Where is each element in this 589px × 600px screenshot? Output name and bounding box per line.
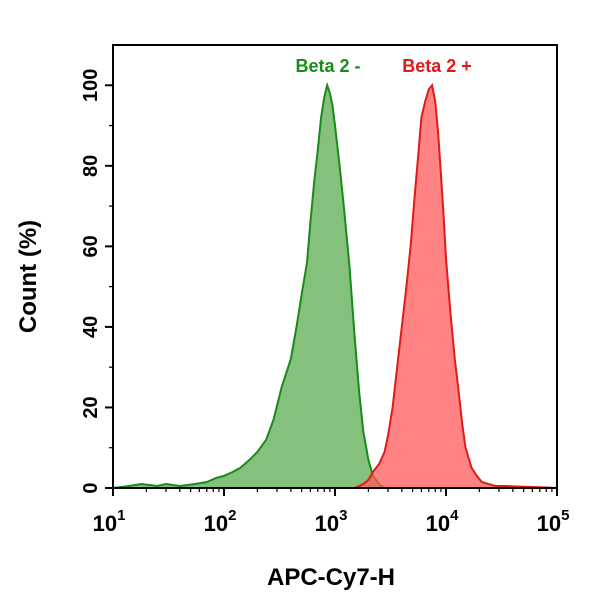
x-tick-label: 105 xyxy=(537,507,570,536)
series-line-2 xyxy=(354,83,558,489)
series-line-1 xyxy=(112,81,386,489)
legend: Beta 2 - Beta 2 + xyxy=(295,56,471,76)
y-tick-label: 100 xyxy=(80,69,102,102)
legend-label-1: Beta 2 - xyxy=(295,56,360,76)
x-tick-label: 104 xyxy=(426,507,459,536)
series-areas xyxy=(112,81,558,489)
series-area-1 xyxy=(113,85,385,489)
y-axis-ticks: 0 20 40 60 80 100 xyxy=(80,69,113,494)
legend-label-2: Beta 2 + xyxy=(402,56,472,76)
y-tick-label: 0 xyxy=(80,482,102,493)
x-axis-title: APC-Cy7-H xyxy=(267,564,395,591)
x-tick-label: 103 xyxy=(315,507,348,536)
y-tick-label: 20 xyxy=(80,396,102,418)
x-tick-label: 101 xyxy=(93,507,126,536)
y-tick-label: 80 xyxy=(80,155,102,177)
y-tick-label: 60 xyxy=(80,235,102,257)
x-axis-ticks: 101 102 103 104 105 xyxy=(93,488,570,536)
y-tick-label: 40 xyxy=(80,316,102,338)
y-axis-title: Count (%) xyxy=(15,220,42,333)
series-area-2 xyxy=(354,85,557,489)
x-tick-label: 102 xyxy=(204,507,237,536)
